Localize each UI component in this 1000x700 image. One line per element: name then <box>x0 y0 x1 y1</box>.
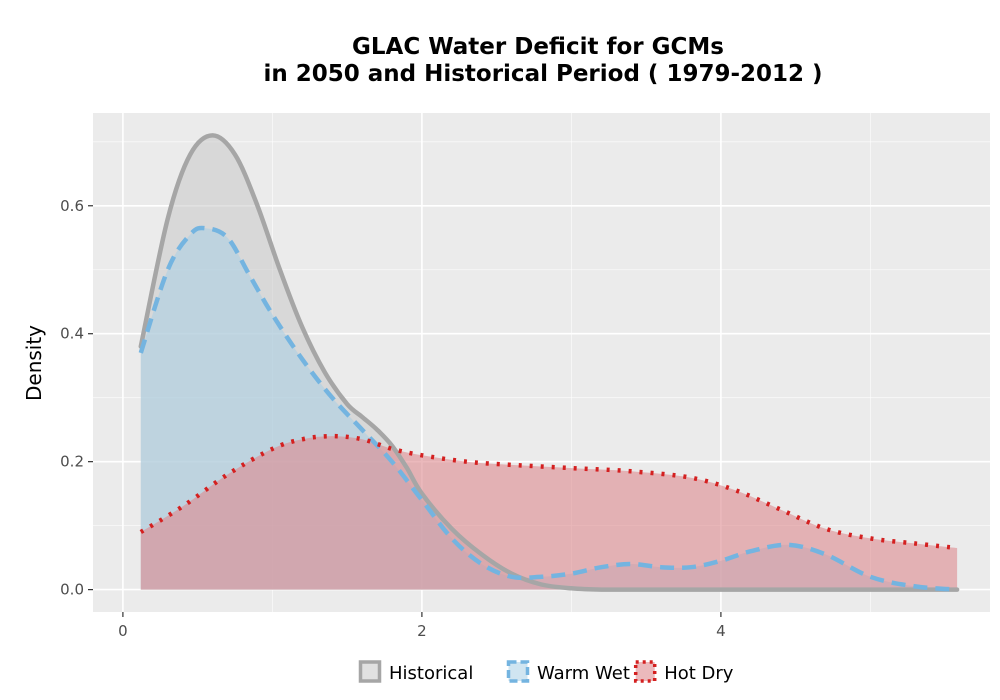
line-warm-wet <box>138 225 958 592</box>
legend-label-hot-dry: Hot Dry <box>664 663 734 684</box>
legend: Historical Warm Wet Hot Dry <box>358 660 734 684</box>
legend-label-warm-wet: Warm Wet <box>537 663 630 684</box>
y-tick-label: 0.4 <box>60 325 84 343</box>
legend-key-warm-wet <box>506 660 530 683</box>
x-tick-label: 2 <box>417 622 427 640</box>
y-tick-label: 0.0 <box>60 581 84 599</box>
chart-title-line-1: GLAC Water Deficit for GCMs <box>352 34 724 60</box>
axes: 0 2 4 0.0 0.2 0.4 0.6 <box>60 197 726 640</box>
legend-label-historical: Historical <box>389 663 473 684</box>
density-lines <box>138 133 960 592</box>
legend-key-hot-dry <box>633 660 657 683</box>
chart-title-line-2: in 2050 and Historical Period ( 1979-201… <box>263 61 822 87</box>
x-tick-label: 0 <box>118 622 128 640</box>
y-axis-title: Density <box>22 325 46 401</box>
line-historical <box>138 133 960 592</box>
y-tick-label: 0.6 <box>60 197 84 215</box>
line-hot-dry <box>139 433 958 551</box>
x-tick-label: 4 <box>716 622 726 640</box>
legend-key-historical <box>358 660 382 683</box>
y-tick-label: 0.2 <box>60 453 84 471</box>
